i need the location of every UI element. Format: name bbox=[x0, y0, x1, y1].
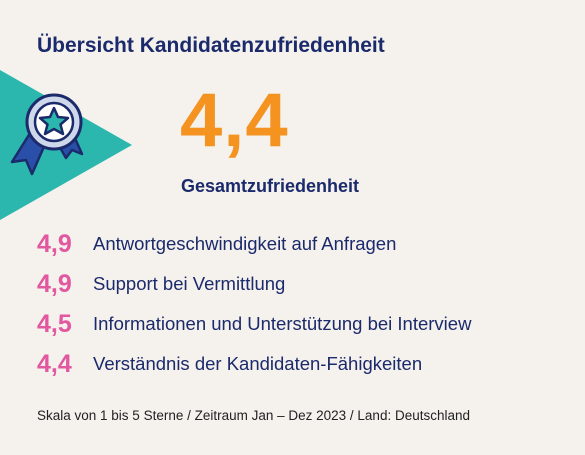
award-ribbon-star-icon bbox=[0, 70, 132, 220]
metrics-list: 4,9 Antwortgeschwindigkeit auf Anfragen … bbox=[37, 224, 577, 384]
metric-score: 4,9 bbox=[37, 229, 72, 258]
metric-row-response-speed: 4,9 Antwortgeschwindigkeit auf Anfragen bbox=[37, 224, 577, 264]
metric-label: Informationen und Unterstützung bei Inte… bbox=[93, 313, 472, 334]
overall-score: 4,4 bbox=[180, 78, 289, 163]
metric-label: Antwortgeschwindigkeit auf Anfragen bbox=[93, 233, 397, 254]
metric-label: Verständnis der Kandidaten-Fähigkeiten bbox=[93, 353, 423, 374]
metric-row-skills-understanding: 4,4 Verständnis der Kandidaten-Fähigkeit… bbox=[37, 344, 577, 384]
footnote: Skala von 1 bis 5 Sterne / Zeitraum Jan … bbox=[37, 408, 471, 423]
metric-score: 4,5 bbox=[37, 309, 72, 338]
metric-label: Support bei Vermittlung bbox=[93, 273, 286, 294]
metric-row-placement-support: 4,9 Support bei Vermittlung bbox=[37, 264, 577, 304]
metric-score: 4,9 bbox=[37, 269, 72, 298]
award-badge bbox=[0, 70, 135, 220]
page-title: Übersicht Kandidatenzufriedenheit bbox=[37, 34, 385, 57]
metric-row-interview-support: 4,5 Informationen und Unterstützung bei … bbox=[37, 304, 577, 344]
overall-label: Gesamtzufriedenheit bbox=[181, 176, 360, 196]
metric-score: 4,4 bbox=[37, 349, 72, 378]
